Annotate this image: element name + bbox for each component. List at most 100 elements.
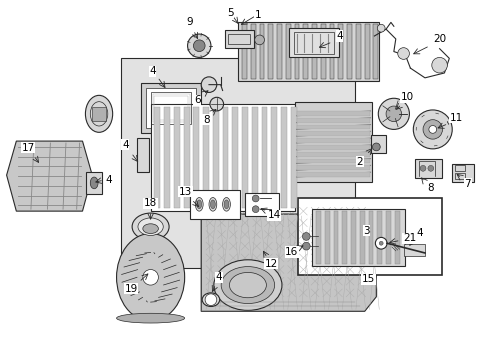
Bar: [296, 165, 370, 170]
Bar: [277, 24, 282, 79]
Bar: [414, 159, 442, 178]
Bar: [222, 107, 228, 208]
Ellipse shape: [222, 198, 230, 211]
Bar: [324, 211, 329, 264]
Bar: [294, 102, 372, 182]
Text: 4: 4: [105, 175, 112, 185]
Bar: [174, 107, 180, 208]
Bar: [296, 118, 370, 123]
Circle shape: [372, 143, 380, 151]
Circle shape: [377, 24, 385, 32]
Circle shape: [419, 165, 425, 171]
Bar: [454, 165, 464, 171]
Ellipse shape: [221, 267, 274, 303]
Bar: [296, 152, 370, 157]
Ellipse shape: [229, 273, 266, 298]
Bar: [212, 107, 218, 208]
Text: 4: 4: [149, 66, 156, 76]
Bar: [338, 24, 343, 79]
Bar: [296, 159, 370, 163]
Bar: [189, 190, 240, 219]
Text: 3: 3: [363, 226, 369, 235]
Circle shape: [428, 126, 436, 133]
Bar: [141, 83, 201, 133]
Bar: [451, 165, 473, 182]
Bar: [145, 87, 196, 129]
Ellipse shape: [224, 200, 228, 209]
Circle shape: [252, 206, 259, 213]
Circle shape: [252, 195, 259, 202]
Text: 4: 4: [416, 228, 423, 238]
Bar: [238, 22, 379, 81]
Circle shape: [193, 40, 204, 51]
Bar: [364, 24, 369, 79]
Bar: [403, 244, 424, 256]
Bar: [386, 211, 390, 264]
Bar: [373, 24, 378, 79]
Bar: [201, 214, 361, 302]
Circle shape: [302, 242, 309, 250]
Bar: [371, 135, 386, 153]
Bar: [228, 34, 249, 44]
Bar: [342, 211, 346, 264]
Circle shape: [201, 77, 216, 93]
Bar: [268, 24, 273, 79]
Bar: [296, 131, 370, 136]
Text: 11: 11: [448, 113, 462, 123]
Text: 7: 7: [464, 179, 470, 189]
Circle shape: [379, 241, 383, 245]
Text: 20: 20: [432, 34, 445, 44]
Bar: [296, 172, 370, 177]
Text: 12: 12: [264, 259, 277, 269]
Ellipse shape: [90, 177, 98, 189]
Ellipse shape: [213, 260, 282, 310]
Bar: [203, 107, 208, 208]
Circle shape: [302, 233, 309, 240]
Bar: [137, 138, 148, 172]
Bar: [294, 24, 299, 79]
Text: 8: 8: [427, 183, 433, 193]
Text: 10: 10: [400, 92, 413, 102]
Bar: [251, 107, 257, 208]
Text: 4: 4: [335, 31, 342, 41]
Polygon shape: [201, 214, 376, 311]
Bar: [281, 107, 286, 208]
Ellipse shape: [142, 224, 158, 234]
Bar: [359, 211, 364, 264]
Bar: [121, 58, 354, 267]
Bar: [154, 107, 160, 208]
Bar: [259, 24, 264, 79]
Circle shape: [422, 120, 442, 139]
Bar: [152, 94, 189, 122]
Text: 17: 17: [21, 143, 35, 153]
Text: 14: 14: [267, 210, 280, 220]
Bar: [296, 111, 370, 116]
Bar: [311, 209, 404, 266]
Bar: [261, 107, 267, 208]
Bar: [92, 107, 105, 121]
Bar: [315, 211, 320, 264]
Text: 19: 19: [124, 284, 138, 294]
Bar: [377, 211, 382, 264]
Bar: [154, 96, 187, 120]
Bar: [296, 145, 370, 150]
Circle shape: [204, 294, 216, 306]
Bar: [346, 24, 351, 79]
Bar: [285, 24, 290, 79]
Bar: [296, 138, 370, 143]
Bar: [368, 211, 373, 264]
Text: 21: 21: [402, 233, 415, 243]
Ellipse shape: [197, 200, 201, 209]
Circle shape: [412, 110, 451, 149]
Circle shape: [254, 35, 264, 45]
Text: 18: 18: [143, 198, 157, 208]
Bar: [293, 32, 334, 54]
Polygon shape: [7, 141, 92, 211]
Ellipse shape: [202, 293, 219, 306]
Bar: [224, 30, 253, 48]
Text: 4: 4: [215, 272, 222, 282]
Text: 4: 4: [122, 140, 128, 150]
Ellipse shape: [210, 200, 215, 209]
Bar: [150, 104, 294, 211]
Bar: [296, 125, 370, 129]
